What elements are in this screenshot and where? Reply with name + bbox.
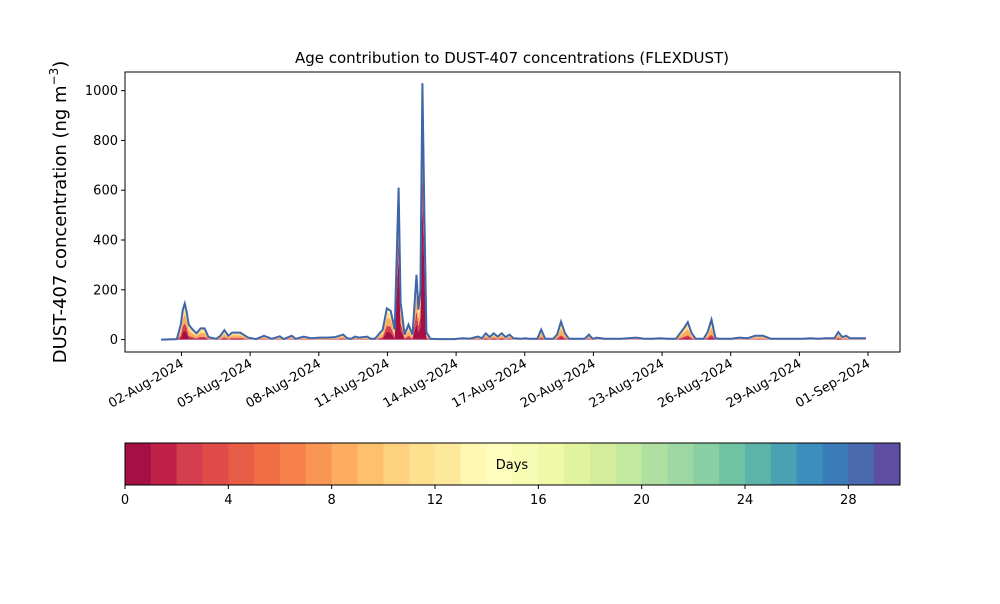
age-band-area-4 xyxy=(161,83,866,340)
x-tick-label: 05-Aug-2024 xyxy=(175,356,255,411)
colorbar-segment xyxy=(305,443,333,485)
x-tick-label: 17-Aug-2024 xyxy=(449,356,529,411)
x-tick-label: 29-Aug-2024 xyxy=(724,356,804,411)
colorbar-tick-label: 28 xyxy=(840,493,857,508)
colorbar-tick-label: 20 xyxy=(633,493,650,508)
colorbar-segment xyxy=(202,443,229,485)
y-tick-label: 800 xyxy=(93,134,118,149)
age-band-area-1 xyxy=(161,160,866,340)
colorbar-label: Days xyxy=(496,458,529,473)
total-concentration-line xyxy=(160,83,866,341)
plot-frame xyxy=(124,71,901,353)
colorbar-segment xyxy=(125,443,152,485)
y-tick-label: 400 xyxy=(93,234,118,249)
colorbar-frame xyxy=(124,442,901,486)
x-tick-label: 02-Aug-2024 xyxy=(106,356,186,411)
y-axis-label-superscript: −3 xyxy=(47,68,61,86)
colorbar-segment xyxy=(667,443,694,485)
colorbar-segment xyxy=(435,443,462,485)
age-band-area-0 xyxy=(161,198,866,340)
y-tick-label: 0 xyxy=(110,333,118,348)
colorbar-segment xyxy=(357,443,384,485)
y-tick-label: 600 xyxy=(93,184,118,199)
colorbar-segment xyxy=(512,443,539,485)
y-tick-label: 200 xyxy=(93,283,118,298)
x-tick-label: 01-Sep-2024 xyxy=(793,356,873,411)
colorbar-segment xyxy=(641,443,668,485)
colorbar-segment xyxy=(590,443,617,485)
y-axis-label-close: ) xyxy=(50,61,71,68)
y-axis-label-main: DUST-407 concentration (ng m xyxy=(50,85,71,363)
colorbar-segment xyxy=(150,443,178,485)
colorbar-ticks: 0 4 8 12 16 20 24 28 xyxy=(121,485,857,508)
colorbar-segment xyxy=(745,443,772,485)
colorbar-segment xyxy=(486,443,513,485)
colorbar-segment xyxy=(719,443,746,485)
colorbar-tick-label: 8 xyxy=(328,493,336,508)
y-tick-label: 1000 xyxy=(85,84,118,99)
plot-area xyxy=(160,83,866,341)
colorbar xyxy=(125,443,901,485)
colorbar-segment xyxy=(848,443,875,485)
colorbar-tick-label: 12 xyxy=(427,493,444,508)
colorbar-tick-label: 24 xyxy=(737,493,754,508)
colorbar-segment xyxy=(331,443,358,485)
colorbar-segment xyxy=(615,443,643,485)
colorbar-segment xyxy=(254,443,281,485)
y-axis: 0 200 400 600 800 1000 xyxy=(85,84,125,348)
colorbar-segment xyxy=(538,443,565,485)
x-tick-label: 11-Aug-2024 xyxy=(312,356,392,411)
colorbar-segment xyxy=(564,443,591,485)
x-tick-label: 26-Aug-2024 xyxy=(655,356,735,411)
colorbar-tick-label: 16 xyxy=(530,493,547,508)
colorbar-segment xyxy=(822,443,849,485)
colorbar-segment xyxy=(874,443,901,485)
age-band-area-3 xyxy=(161,114,866,340)
x-tick-label: 08-Aug-2024 xyxy=(243,356,323,411)
colorbar-segment xyxy=(176,443,203,485)
colorbar-segment xyxy=(460,443,488,485)
x-tick-label: 20-Aug-2024 xyxy=(518,356,598,411)
chart-title: Age contribution to DUST-407 concentrati… xyxy=(295,49,729,67)
colorbar-segment xyxy=(409,443,436,485)
x-tick-label: 14-Aug-2024 xyxy=(381,356,461,411)
y-axis-label: DUST-407 concentration (ng m−3) xyxy=(47,61,71,364)
colorbar-segment xyxy=(228,443,255,485)
x-tick-label: 23-Aug-2024 xyxy=(587,356,667,411)
x-axis: 02-Aug-202405-Aug-202408-Aug-202411-Aug-… xyxy=(106,352,873,412)
colorbar-tick-label: 0 xyxy=(121,493,129,508)
colorbar-segment xyxy=(383,443,410,485)
age-band-area-2 xyxy=(161,134,866,340)
colorbar-segment xyxy=(693,443,720,485)
colorbar-segment xyxy=(770,443,798,485)
colorbar-segment xyxy=(796,443,823,485)
colorbar-segment xyxy=(280,443,307,485)
colorbar-tick-label: 4 xyxy=(224,493,232,508)
